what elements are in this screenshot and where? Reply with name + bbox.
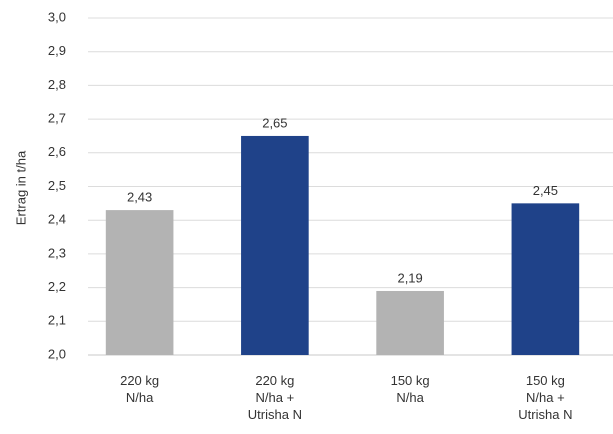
x-tick-label-line: 220 kg xyxy=(120,373,159,388)
x-tick-label-line: N/ha xyxy=(126,390,154,405)
y-tick-label: 2,7 xyxy=(48,111,66,126)
x-tick-label-line: 150 kg xyxy=(391,373,430,388)
y-axis-label: Ertrag in t/ha xyxy=(13,150,28,225)
bar xyxy=(376,290,444,355)
y-tick-label: 2,9 xyxy=(48,43,66,58)
y-tick-label: 2,3 xyxy=(48,245,66,260)
data-label: 2,65 xyxy=(262,115,287,130)
bar xyxy=(511,203,580,355)
x-tick-label-line: 150 kg xyxy=(526,373,565,388)
x-tick-label-line: 220 kg xyxy=(255,373,294,388)
bar xyxy=(105,210,174,355)
x-tick-label-line: Utrisha N xyxy=(248,407,302,422)
y-tick-label: 3,0 xyxy=(48,9,66,24)
x-tick-label: 150 kg N/ha xyxy=(391,373,430,405)
x-tick-label: 220 kg N/ha + Utrisha N xyxy=(248,373,302,422)
x-tick-label-line: N/ha + xyxy=(256,390,295,405)
data-label: 2,45 xyxy=(533,183,558,198)
y-tick-label: 2,2 xyxy=(48,279,66,294)
x-tick-label-line: N/ha xyxy=(396,390,424,405)
x-tick-label-line: N/ha + xyxy=(526,390,565,405)
bar xyxy=(241,135,309,355)
y-tick-label: 2,0 xyxy=(48,346,66,361)
data-label: 2,19 xyxy=(397,270,422,285)
data-label: 2,43 xyxy=(127,190,152,205)
y-tick-label: 2,6 xyxy=(48,144,66,159)
y-tick-label: 2,4 xyxy=(48,212,66,227)
x-tick-label: 150 kg N/ha + Utrisha N xyxy=(518,373,572,422)
y-tick-label: 2,8 xyxy=(48,77,66,92)
x-tick-label-line: Utrisha N xyxy=(518,407,572,422)
y-tick-label: 2,5 xyxy=(48,178,66,193)
x-tick-label: 220 kg N/ha xyxy=(120,373,159,405)
y-tick-label: 2,1 xyxy=(48,313,66,328)
